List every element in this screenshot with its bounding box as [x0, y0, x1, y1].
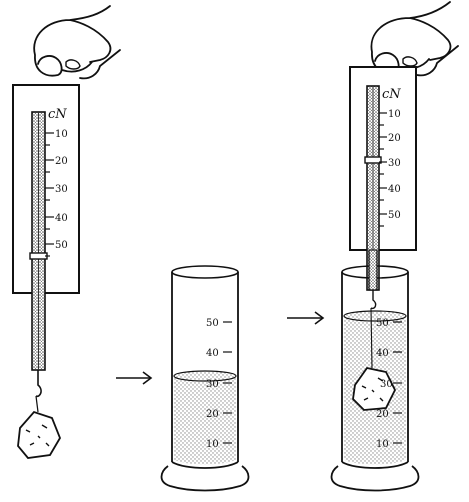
left-tick-10: 10 [55, 129, 68, 140]
right-scale-unit: cN [382, 87, 401, 102]
right-tick-10: 10 [388, 109, 401, 120]
left-tick-50: 50 [55, 240, 68, 251]
right-setup: cN 10 20 30 40 50 [330, 1, 459, 492]
middle-liquid [174, 376, 236, 465]
left-tick-20: 20 [55, 156, 68, 167]
right-scale-board [349, 66, 417, 251]
right-tick-40: 40 [388, 184, 401, 195]
left-setup: cN 10 20 30 40 50 [12, 5, 121, 459]
left-tick-30: 30 [55, 184, 68, 195]
middle-tick-30: 30 [206, 379, 219, 390]
right-stone [352, 366, 397, 411]
left-fingernail [65, 59, 81, 70]
left-hook [35, 370, 42, 398]
left-stone [17, 410, 61, 459]
right-cyl-tick-40: 40 [376, 348, 389, 359]
right-fingernail [402, 56, 418, 67]
left-pointer [29, 252, 48, 260]
middle-tick-10: 10 [206, 439, 219, 450]
middle-tick-50: 50 [206, 318, 219, 329]
left-tick-40: 40 [55, 213, 68, 224]
right-base [330, 465, 420, 492]
right-cylinder: 50 40 30 20 10 [330, 249, 420, 492]
left-scale-board [12, 84, 80, 294]
right-tick-30: 30 [388, 158, 401, 169]
arrow-2 [287, 311, 325, 325]
right-cyl-tick-30: 30 [380, 379, 393, 390]
middle-cylinder: 50 40 30 20 10 [160, 265, 250, 492]
middle-base [160, 465, 250, 492]
right-tick-20: 20 [388, 133, 401, 144]
right-cyl-tick-50: 50 [376, 318, 389, 329]
right-pointer [364, 156, 382, 164]
left-scale-unit: cN [48, 107, 67, 122]
middle-tick-20: 20 [206, 409, 219, 420]
right-cyl-tick-10: 10 [376, 439, 389, 450]
left-scale-ticks [45, 132, 54, 257]
right-tick-50: 50 [388, 210, 401, 221]
arrow-1 [116, 371, 153, 385]
left-hand-illustration [33, 5, 121, 80]
right-hand-illustration [370, 1, 459, 77]
right-cyl-tick-20: 20 [376, 409, 389, 420]
middle-tick-40: 40 [206, 348, 219, 359]
